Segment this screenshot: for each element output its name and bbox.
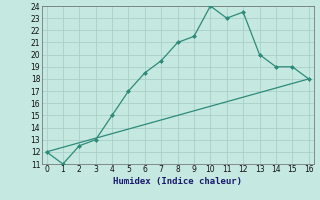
X-axis label: Humidex (Indice chaleur): Humidex (Indice chaleur)	[113, 177, 242, 186]
